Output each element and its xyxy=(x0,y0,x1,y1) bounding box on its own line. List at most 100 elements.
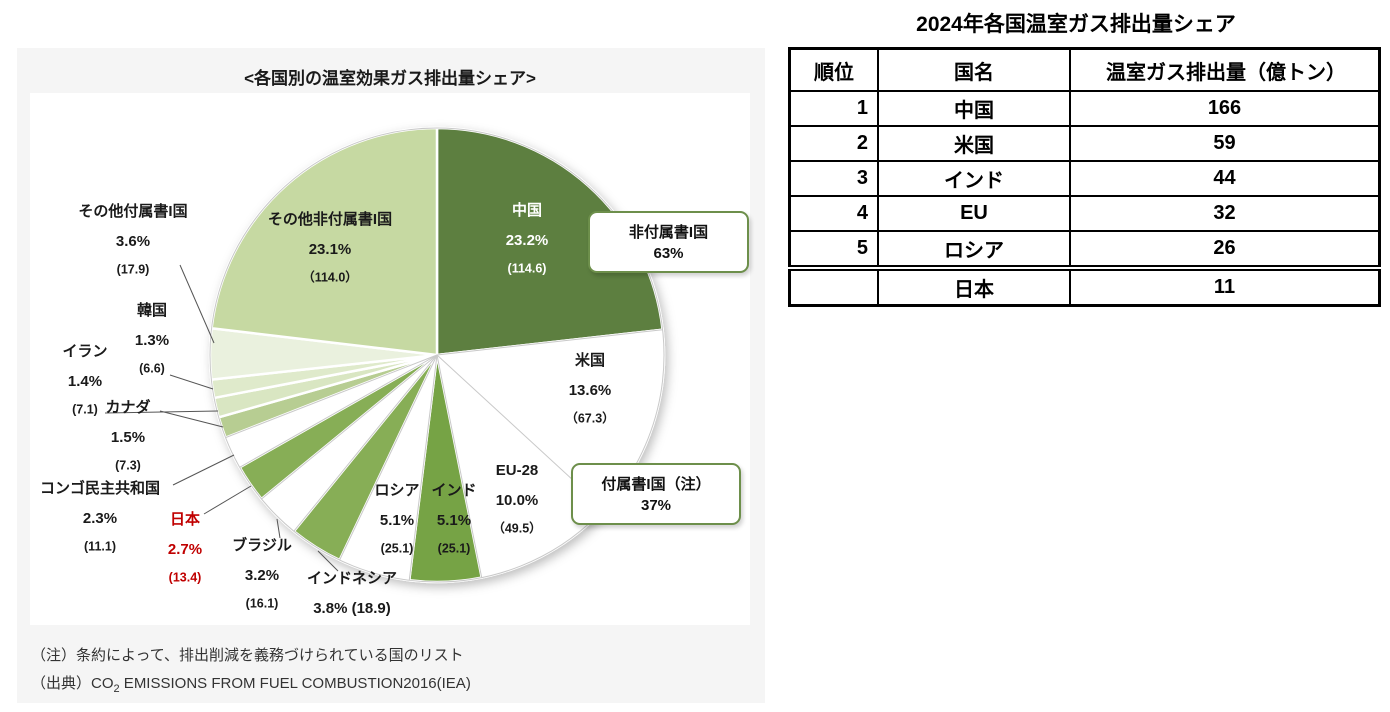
pie-slice-label: インドネシア xyxy=(307,570,397,587)
rank-cell: 1 xyxy=(788,90,879,127)
callout-annex1-value: 37% xyxy=(640,497,672,514)
slice-boundary-line xyxy=(239,354,438,468)
pie-chart-title: <各国別の温室効果ガス排出量シェア> xyxy=(244,69,536,88)
pie-slice-label: ブラジル xyxy=(232,536,292,554)
country-cell: EU xyxy=(877,195,1071,232)
pie-slice-label: 1.4% xyxy=(68,373,102,390)
pie-slice-label: 中国 xyxy=(512,201,542,219)
pie-slice-label: (6.6) xyxy=(139,361,165,375)
pie-slice-label: その他非付属書I国 xyxy=(268,210,392,228)
value-cell: 26 xyxy=(1069,230,1381,269)
chart-source-subscript: 2 xyxy=(113,683,120,695)
pie-slice-label: 3.8% (18.9) xyxy=(313,600,391,617)
callout-non-annex1-value: 63% xyxy=(653,245,684,262)
country-cell: 米国 xyxy=(877,125,1071,162)
pie-slice-label: (7.1) xyxy=(72,402,98,416)
pie-slice-label: 2.7% xyxy=(168,541,202,558)
slice-boundary-line xyxy=(436,354,483,578)
pie-slice-label: 13.6% xyxy=(569,382,612,399)
value-cell: 44 xyxy=(1069,160,1381,197)
pie-slice-label: EU-28 xyxy=(496,462,539,479)
header-emissions: 温室ガス排出量（億トン） xyxy=(1069,47,1381,92)
pie-slice-label: 10.0% xyxy=(496,492,539,509)
rank-cell: 3 xyxy=(788,160,879,197)
chart-source-suffix: EMISSIONS FROM FUEL COMBUSTION2016(IEA) xyxy=(119,675,471,692)
leader-line xyxy=(104,410,219,414)
pie-slice-label: 23.1% xyxy=(309,241,352,258)
country-cell: ロシア xyxy=(877,230,1071,269)
leader-line xyxy=(203,485,252,515)
leader-line xyxy=(159,410,224,428)
pie-slice-label: その他付属書I国 xyxy=(78,202,187,220)
rank-cell xyxy=(788,265,879,307)
emissions-table-panel: 2024年各国温室ガス排出量シェア 順位 国名 温室ガス排出量（億トン） 1 中国… xyxy=(788,8,1381,307)
leader-line xyxy=(172,454,235,486)
pie-slice-label: （114.0） xyxy=(302,269,358,284)
pie-chart-area: 中国 23.2% (114.6) 米国 13.6% （67.3） EU-28 10.0% （49… xyxy=(30,93,750,625)
pie-slice-label: (25.1) xyxy=(381,541,414,555)
chart-note: （注）条約によって、排出削減を義務づけられている国のリスト xyxy=(31,647,464,664)
pie-slice-label: 5.1% xyxy=(437,512,471,529)
pie-slice-label: 米国 xyxy=(575,351,605,369)
chart-source: （出典）CO2 EMISSIONS FROM FUEL COMBUSTION20… xyxy=(31,672,471,695)
pie-slice-label: 2.3% xyxy=(83,510,117,527)
leader-line xyxy=(276,518,281,539)
table-row: 日本 11 xyxy=(788,265,1381,307)
pie-slice-label: イラン xyxy=(62,343,107,360)
slice-boundary-line xyxy=(225,354,438,439)
pie-slice-label: （67.3） xyxy=(565,410,614,425)
pie-slice-label: (114.6) xyxy=(508,261,547,275)
leader-line xyxy=(179,264,215,344)
callout-annex1: 付属書I国（注） 37% xyxy=(571,463,741,525)
slice-boundary-line xyxy=(408,354,438,581)
leader-line xyxy=(169,374,214,390)
pie-slice-label: コンゴ民主共和国 xyxy=(40,479,160,497)
chart-source-prefix: （出典）CO xyxy=(31,675,114,692)
rank-cell: 4 xyxy=(788,195,879,232)
rank-cell: 5 xyxy=(788,230,879,269)
pie-slice-label: (7.3) xyxy=(115,458,141,472)
country-cell: 中国 xyxy=(877,90,1071,127)
pie-slice-label: 韓国 xyxy=(137,301,167,319)
pie-slice-label: 3.2% xyxy=(245,567,279,584)
table-title: 2024年各国温室ガス排出量シェア xyxy=(916,13,1236,36)
slice-boundary-line xyxy=(436,329,663,356)
leader-line xyxy=(317,550,339,572)
header-country: 国名 xyxy=(877,47,1071,92)
pie-slice-label: (11.1) xyxy=(84,539,116,553)
value-cell: 32 xyxy=(1069,195,1381,232)
callout-non-annex1: 非付属書I国 63% xyxy=(588,211,749,273)
value-cell: 59 xyxy=(1069,125,1381,162)
table-header-row: 順位 国名 温室ガス排出量（億トン） xyxy=(788,47,1381,92)
country-cell: 日本 xyxy=(877,265,1071,307)
pie-slice-label: 23.2% xyxy=(506,232,549,249)
emissions-table: 順位 国名 温室ガス排出量（億トン） 1 中国 166 2 米国 59 3 インド 44 4 EU 3… xyxy=(788,47,1381,307)
rank-cell: 2 xyxy=(788,125,879,162)
pie-slice-label: （49.5） xyxy=(492,520,541,535)
pie-slice-label: 3.6% xyxy=(116,233,150,250)
pie-slice-label: (13.4) xyxy=(169,570,202,584)
pie-slice-label: (16.1) xyxy=(246,596,279,610)
slice-boundary-line xyxy=(293,354,438,532)
table-row: 4 EU 32 xyxy=(788,195,1381,232)
table-row: 5 ロシア 26 xyxy=(788,230,1381,269)
callout-annex1-label: 付属書I国（注） xyxy=(601,476,711,493)
pie-labels-group: 中国 23.2% (114.6) 米国 13.6% （67.3） EU-28 10.0% （49… xyxy=(40,201,615,617)
value-cell: 166 xyxy=(1069,90,1381,127)
pie-slice-label: 1.3% xyxy=(135,332,169,349)
pie-slice-label: 5.1% xyxy=(380,512,414,529)
pie-slice-label: カナダ xyxy=(105,398,150,416)
table-row: 2 米国 59 xyxy=(788,125,1381,162)
callout-non-annex1-label: 非付属書I国 xyxy=(628,224,709,241)
pie-slice-label: ロシア xyxy=(374,482,419,499)
pie-slice-label: インド xyxy=(431,482,476,499)
table-row: 1 中国 166 xyxy=(788,90,1381,127)
pie-chart-panel: <各国別の温室効果ガス排出量シェア> 中国 23.2% (114.6) 米国 13.6%… xyxy=(17,48,765,703)
pie-slice-label: 1.5% xyxy=(111,429,145,446)
pie-outline xyxy=(209,127,665,583)
slice-boundary-line xyxy=(339,354,438,561)
pie-slice-label: (25.1) xyxy=(438,541,471,555)
country-cell: インド xyxy=(877,160,1071,197)
pie-slice-label: 日本 xyxy=(170,510,200,528)
header-rank: 順位 xyxy=(788,47,879,92)
